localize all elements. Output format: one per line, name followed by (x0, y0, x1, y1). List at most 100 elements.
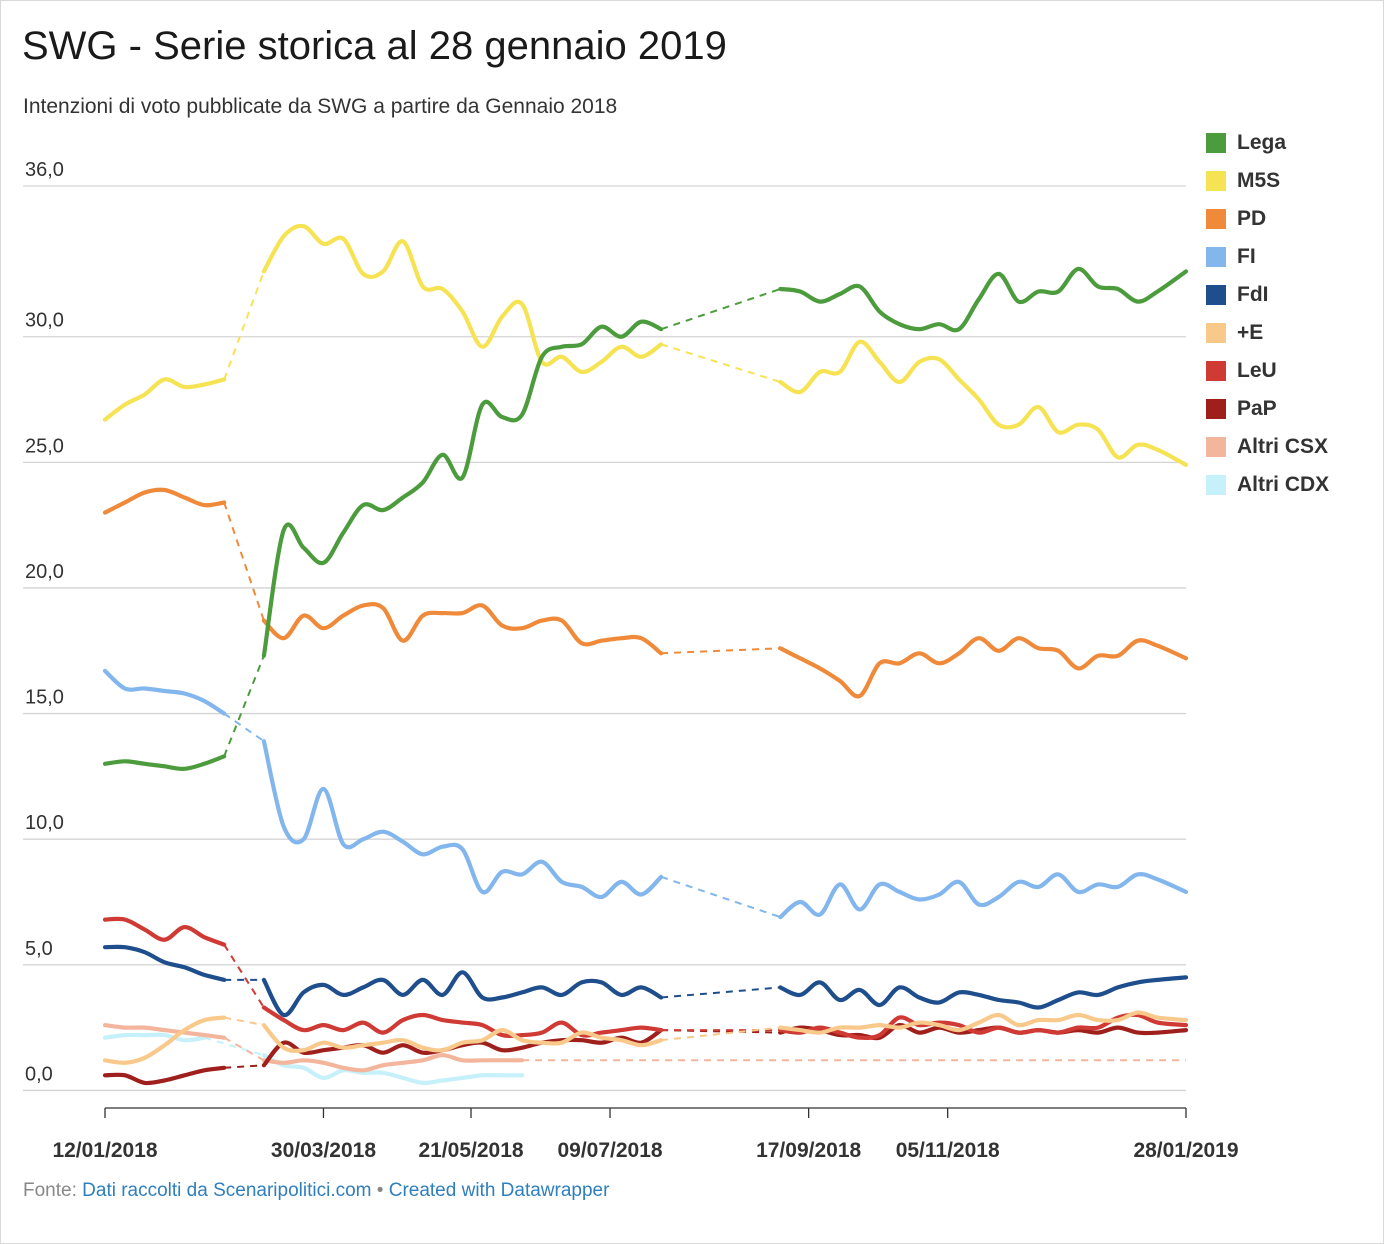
legend-label: M5S (1237, 169, 1281, 192)
series-line-segment (261, 319, 664, 658)
legend-item-altri-cdx: Altri CDX (1206, 466, 1329, 504)
x-tick-label: 21/05/2018 (418, 1139, 523, 1162)
x-tick-label: 09/07/2018 (557, 1139, 662, 1162)
legend-label: Lega (1237, 131, 1287, 154)
legend-label: +E (1237, 321, 1264, 344)
x-tick-label: 12/01/2018 (52, 1139, 157, 1162)
series-gap-connector (223, 655, 265, 757)
series-line-segment (261, 1005, 664, 1039)
series-gap-connector (223, 944, 265, 1009)
series-gap-connector (661, 1026, 781, 1042)
grid-lines (23, 185, 1186, 1092)
series-gap-connector (661, 986, 781, 999)
series-line-segment (102, 1065, 227, 1086)
series-fi (102, 668, 1189, 920)
series-line-segment (102, 1022, 227, 1040)
legend-item-pap: PaP (1206, 390, 1329, 428)
legend-label: PaP (1237, 397, 1277, 420)
series-line-segment (261, 1053, 525, 1073)
series-line-segment (102, 1032, 207, 1043)
series-line-segment (102, 668, 227, 716)
legend-swatch (1206, 475, 1226, 495)
x-axis: 12/01/2018 30/03/2018 21/05/2018 09/07/2018… (52, 1107, 1239, 1162)
legend-item-fdi: FdI (1206, 276, 1329, 314)
series-line-segment (261, 223, 664, 375)
chart-legend: Lega M5S PD FI FdI +E LeU PaP Altri CSX Altri CDX (1206, 124, 1329, 504)
series-leu (102, 916, 1189, 1041)
footer: Fonte: Dati raccolti da Scenaripolitici.… (23, 1180, 609, 1202)
series-line-segment (778, 872, 1189, 920)
chart-title: SWG - Serie storica al 28 gennaio 2019 (22, 24, 727, 68)
series-e (102, 1010, 1189, 1065)
series-line-segment (102, 754, 227, 771)
legend-label: Altri CDX (1237, 473, 1330, 496)
series-line-segment (102, 1015, 227, 1065)
series-altri-csx (102, 1022, 1186, 1073)
series-pd (102, 487, 1189, 699)
series-gap-connector (223, 502, 265, 621)
series-line-segment (261, 1053, 525, 1086)
series-line-segment (778, 975, 1189, 1010)
series-line-segment (778, 636, 1189, 699)
x-tick-label: 30/03/2018 (271, 1139, 376, 1162)
y-axis-ticks: 36,0 30,0 25,0 20,0 15,0 10,0 5,0 0,0 (25, 159, 64, 1085)
series-gap-connector (660, 875, 781, 919)
legend-swatch (1206, 209, 1226, 229)
y-tick-label: 10,0 (25, 812, 64, 834)
legend-swatch (1206, 247, 1226, 267)
y-tick-label: 5,0 (25, 938, 53, 960)
series-gap-connector (661, 647, 781, 655)
series-line-segment (102, 916, 227, 947)
legend-item-lega: Lega (1206, 124, 1329, 162)
series-line-segment (261, 1028, 664, 1068)
y-tick-label: 30,0 (25, 310, 64, 332)
series-line-segment (778, 1010, 1189, 1035)
series-gap-connector (223, 1016, 265, 1027)
legend-item-leu: LeU (1206, 352, 1329, 390)
legend-swatch (1206, 437, 1226, 457)
series-line-segment (102, 487, 227, 515)
y-tick-label: 25,0 (25, 435, 64, 457)
series-lega (102, 266, 1189, 771)
legend-swatch (1206, 285, 1226, 305)
legend-item-altri-csx: Altri CSX (1206, 428, 1329, 466)
legend-label: PD (1237, 207, 1267, 230)
series-line-segment (261, 739, 664, 900)
series-line-segment (261, 602, 664, 656)
legend-swatch (1206, 323, 1226, 343)
series-line-segment (261, 970, 664, 1018)
legend-swatch (1206, 133, 1226, 153)
legend-label: FI (1237, 245, 1256, 268)
x-tick-label: 28/01/2019 (1133, 1139, 1238, 1162)
series-gap-connector (204, 1036, 265, 1057)
series-m5s (102, 223, 1189, 467)
x-tick-label: 05/11/2018 (896, 1139, 1000, 1162)
legend-item-m5s: M5S (1206, 162, 1329, 200)
legend-item-e: +E (1206, 314, 1329, 352)
series-lines (102, 223, 1189, 1086)
series-gap-connector (660, 288, 781, 331)
series-line-segment (261, 1022, 664, 1054)
y-tick-label: 20,0 (25, 561, 64, 583)
footer-separator: • (376, 1180, 384, 1201)
series-altri-cdx (102, 1032, 525, 1086)
chart-subtitle: Intenzioni di voto pubblicate da SWG a p… (23, 95, 618, 118)
legend-item-pd: PD (1206, 200, 1329, 238)
series-gap-connector (223, 712, 265, 743)
y-tick-label: 15,0 (25, 687, 64, 709)
series-line-segment (102, 944, 227, 982)
x-tick-label: 17/09/2018 (756, 1139, 861, 1162)
y-tick-label: 0,0 (25, 1063, 53, 1085)
source-link[interactable]: Dati raccolti da Scenaripolitici.com (82, 1180, 372, 1201)
series-fdi (102, 944, 1189, 1018)
legend-item-fi: FI (1206, 238, 1329, 276)
series-line-segment (102, 377, 227, 422)
series-gap-connector (224, 1064, 264, 1069)
footer-prefix: Fonte: (23, 1180, 77, 1201)
datawrapper-link[interactable]: Created with Datawrapper (388, 1180, 610, 1201)
series-gap-connector (660, 343, 781, 383)
y-tick-label: 36,0 (25, 159, 64, 181)
legend-swatch (1206, 171, 1226, 191)
series-line-segment (778, 266, 1189, 333)
